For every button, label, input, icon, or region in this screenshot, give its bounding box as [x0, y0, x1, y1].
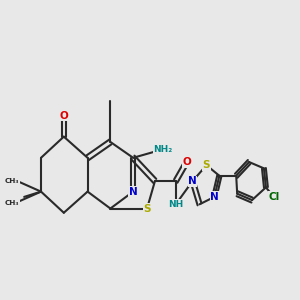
Text: NH₂: NH₂: [153, 145, 172, 154]
Text: S: S: [203, 160, 210, 170]
Text: N: N: [129, 187, 137, 196]
Text: O: O: [182, 157, 191, 167]
Text: S: S: [143, 203, 151, 214]
Text: O: O: [59, 110, 68, 121]
Text: Cl: Cl: [268, 192, 280, 202]
Text: CH₃: CH₃: [4, 178, 19, 184]
Text: N: N: [210, 192, 219, 202]
Text: NH: NH: [168, 200, 183, 209]
Text: CH₃: CH₃: [4, 200, 19, 206]
Text: N: N: [188, 176, 197, 186]
